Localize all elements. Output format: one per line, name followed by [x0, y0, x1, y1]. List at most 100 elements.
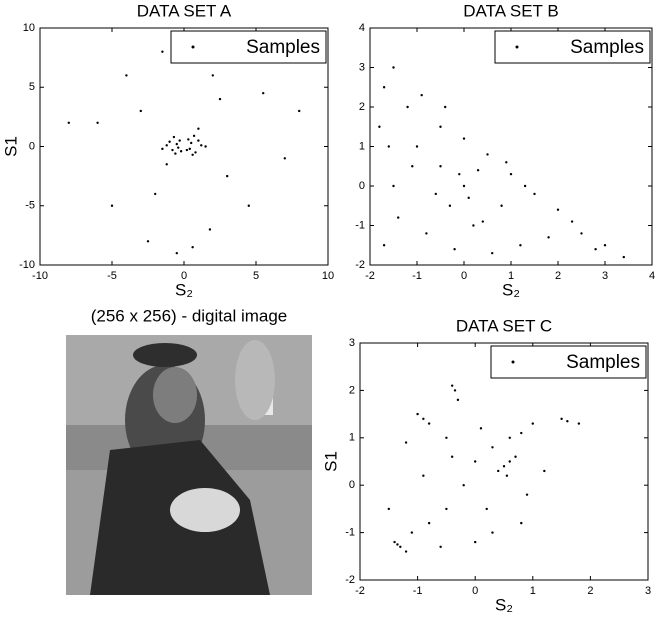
sample-point: [439, 545, 442, 549]
image-region: [133, 343, 197, 367]
sample-point: [404, 550, 408, 553]
y-tick-label: 5: [29, 81, 35, 93]
legend-label: Samples: [570, 37, 644, 58]
sample-point: [67, 121, 71, 125]
sample-point: [491, 446, 494, 449]
sample-point: [474, 460, 477, 463]
sample-point: [382, 86, 386, 89]
sample-point: [481, 220, 484, 223]
sample-point: [439, 125, 442, 128]
digital-image: [66, 335, 312, 595]
sample-point: [178, 139, 181, 142]
sample-point: [445, 436, 448, 439]
legend-box: [494, 30, 651, 64]
sample-point: [393, 540, 396, 544]
sample-point: [200, 144, 203, 147]
y-tick-label: 2: [349, 384, 355, 396]
legend-marker: [515, 45, 519, 49]
sample-point: [404, 441, 408, 444]
sample-point: [543, 469, 546, 473]
chart-title: DATA SET C: [456, 316, 552, 335]
sample-point: [177, 146, 180, 149]
sample-point: [603, 244, 607, 247]
x-tick-label: 2: [587, 585, 593, 597]
sample-point: [139, 109, 142, 113]
sample-point: [191, 246, 194, 249]
sample-point: [204, 145, 207, 148]
sample-point: [594, 248, 597, 251]
sample-point: [450, 384, 454, 387]
sample-point: [450, 455, 454, 458]
sample-point: [476, 169, 480, 172]
y-tick-label: -5: [25, 200, 35, 212]
sample-point: [509, 172, 513, 176]
sample-point: [208, 228, 212, 231]
sample-point: [194, 151, 197, 154]
sample-point: [566, 420, 569, 423]
sample-point: [485, 507, 488, 511]
x-tick-label: -10: [32, 270, 48, 282]
sample-point: [458, 172, 461, 176]
x-tick-label: 5: [253, 270, 259, 282]
chart-title: DATA SET B: [463, 1, 558, 20]
sample-point: [172, 135, 176, 139]
plot-frame: [359, 342, 649, 581]
sample-point: [397, 216, 400, 219]
sample-point: [497, 469, 500, 473]
sample-point: [570, 220, 574, 223]
image-region: [170, 488, 240, 532]
y-tick-label: -2: [355, 259, 365, 271]
x-tick-label: 3: [645, 585, 651, 597]
sample-point: [467, 196, 470, 200]
y-tick-label: -1: [345, 527, 355, 539]
y-tick-label: 0: [359, 180, 365, 192]
image-region: [235, 340, 275, 420]
sample-point: [175, 251, 178, 255]
x-tick-label: 0: [472, 585, 478, 597]
sample-point: [445, 507, 448, 511]
sample-point: [502, 465, 506, 468]
sample-point: [453, 248, 456, 251]
sample-point: [192, 134, 196, 138]
sample-point: [472, 224, 475, 227]
sample-point: [406, 105, 409, 109]
y-tick-label: 2: [359, 101, 365, 113]
image-caption: (256 x 256) - digital image: [91, 306, 288, 325]
sample-point: [491, 531, 494, 534]
x-axis-label: S₂: [502, 280, 520, 299]
sample-point: [415, 145, 419, 148]
sample-point: [474, 540, 477, 544]
sample-point: [378, 125, 381, 128]
sample-point: [462, 137, 466, 140]
sample-point: [165, 144, 168, 147]
sample-point: [420, 93, 423, 97]
sample-point: [500, 204, 503, 207]
sample-point: [387, 145, 390, 148]
sample-point: [520, 431, 523, 435]
sample-point: [425, 232, 428, 235]
sample-point: [165, 163, 168, 166]
sample-point: [456, 398, 460, 402]
sample-point: [211, 74, 214, 77]
x-axis-label: S₂: [175, 280, 193, 299]
chart-title: DATA SET A: [137, 1, 232, 20]
sample-point: [508, 436, 511, 439]
sample-point: [547, 236, 550, 239]
y-tick-label: 4: [359, 22, 365, 34]
sample-point: [185, 148, 189, 152]
y-tick-label: 1: [359, 140, 365, 152]
sample-point: [533, 192, 536, 196]
sample-point: [154, 192, 157, 196]
sample-point: [218, 97, 222, 101]
sample-point: [422, 474, 425, 477]
sample-point: [491, 251, 494, 255]
sample-point: [519, 244, 522, 247]
y-tick-label: 3: [359, 61, 365, 73]
legend-box: [170, 30, 327, 64]
sample-point: [427, 422, 431, 425]
sample-point: [410, 531, 414, 534]
x-tick-label: 0: [181, 270, 187, 282]
sample-point: [580, 232, 583, 235]
x-tick-label: -1: [412, 270, 422, 282]
sample-point: [448, 204, 452, 207]
